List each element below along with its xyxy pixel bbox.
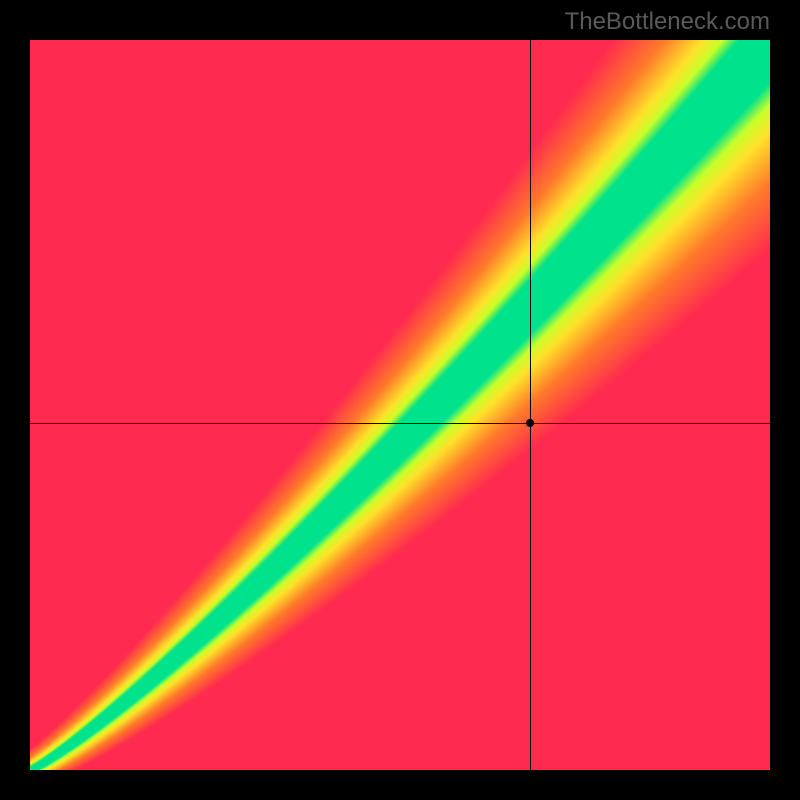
crosshair-vertical (530, 40, 531, 770)
heatmap-plot (30, 40, 770, 770)
crosshair-horizontal (30, 423, 770, 424)
watermark-text: TheBottleneck.com (565, 8, 770, 36)
heatmap-canvas (30, 40, 770, 770)
data-point-marker (526, 419, 534, 427)
